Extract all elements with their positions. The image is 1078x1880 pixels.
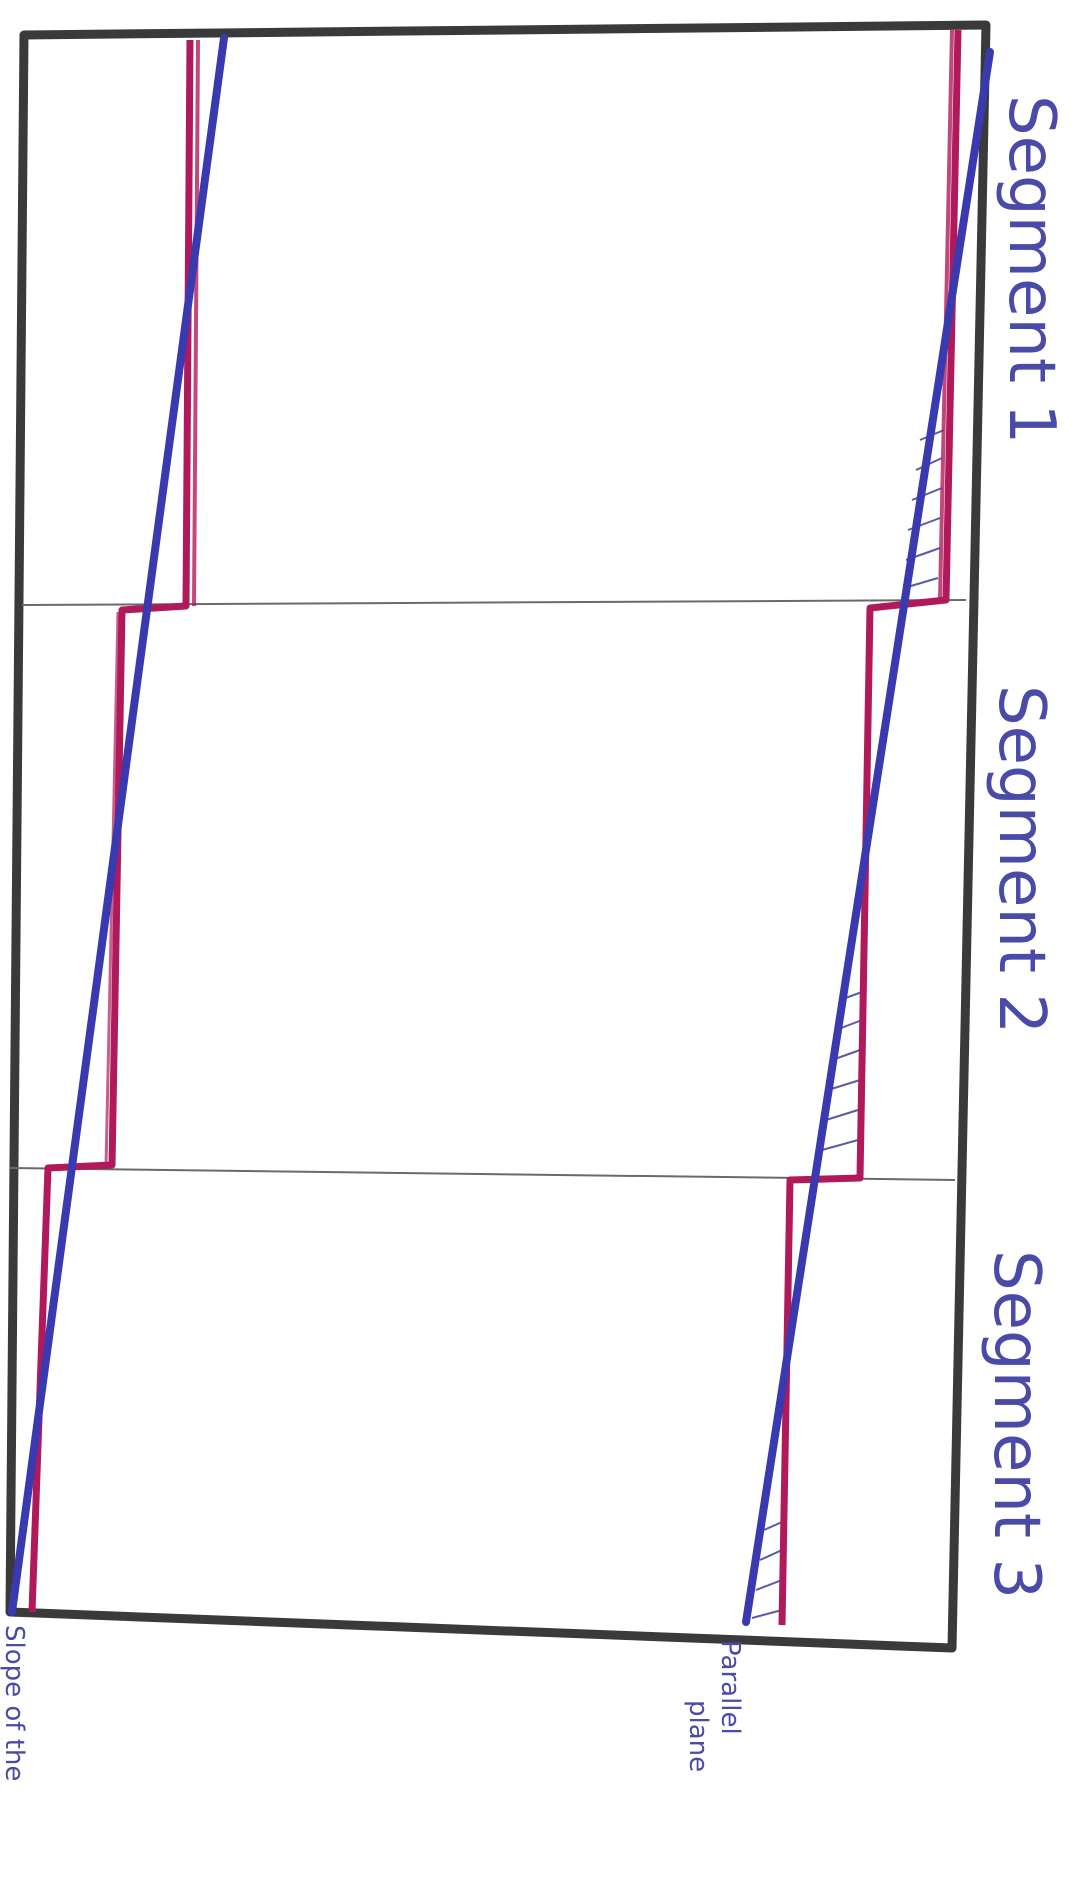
parallel-plane-label-line1: Parallel [715, 1640, 745, 1735]
outer-frame [5, 20, 991, 1653]
segment-1-label: Segment 1 [994, 95, 1068, 444]
parallel-plane-label-line2: plane [683, 1700, 713, 1772]
right-slope-line [742, 48, 994, 1626]
hatch-region-3 [751, 1521, 783, 1619]
segment-3-label: Segment 3 [979, 1250, 1053, 1599]
slope-note-label: Slope of the [0, 1625, 29, 1781]
left-slope-line [8, 34, 228, 1616]
segment-2-label: Segment 2 [984, 685, 1058, 1034]
